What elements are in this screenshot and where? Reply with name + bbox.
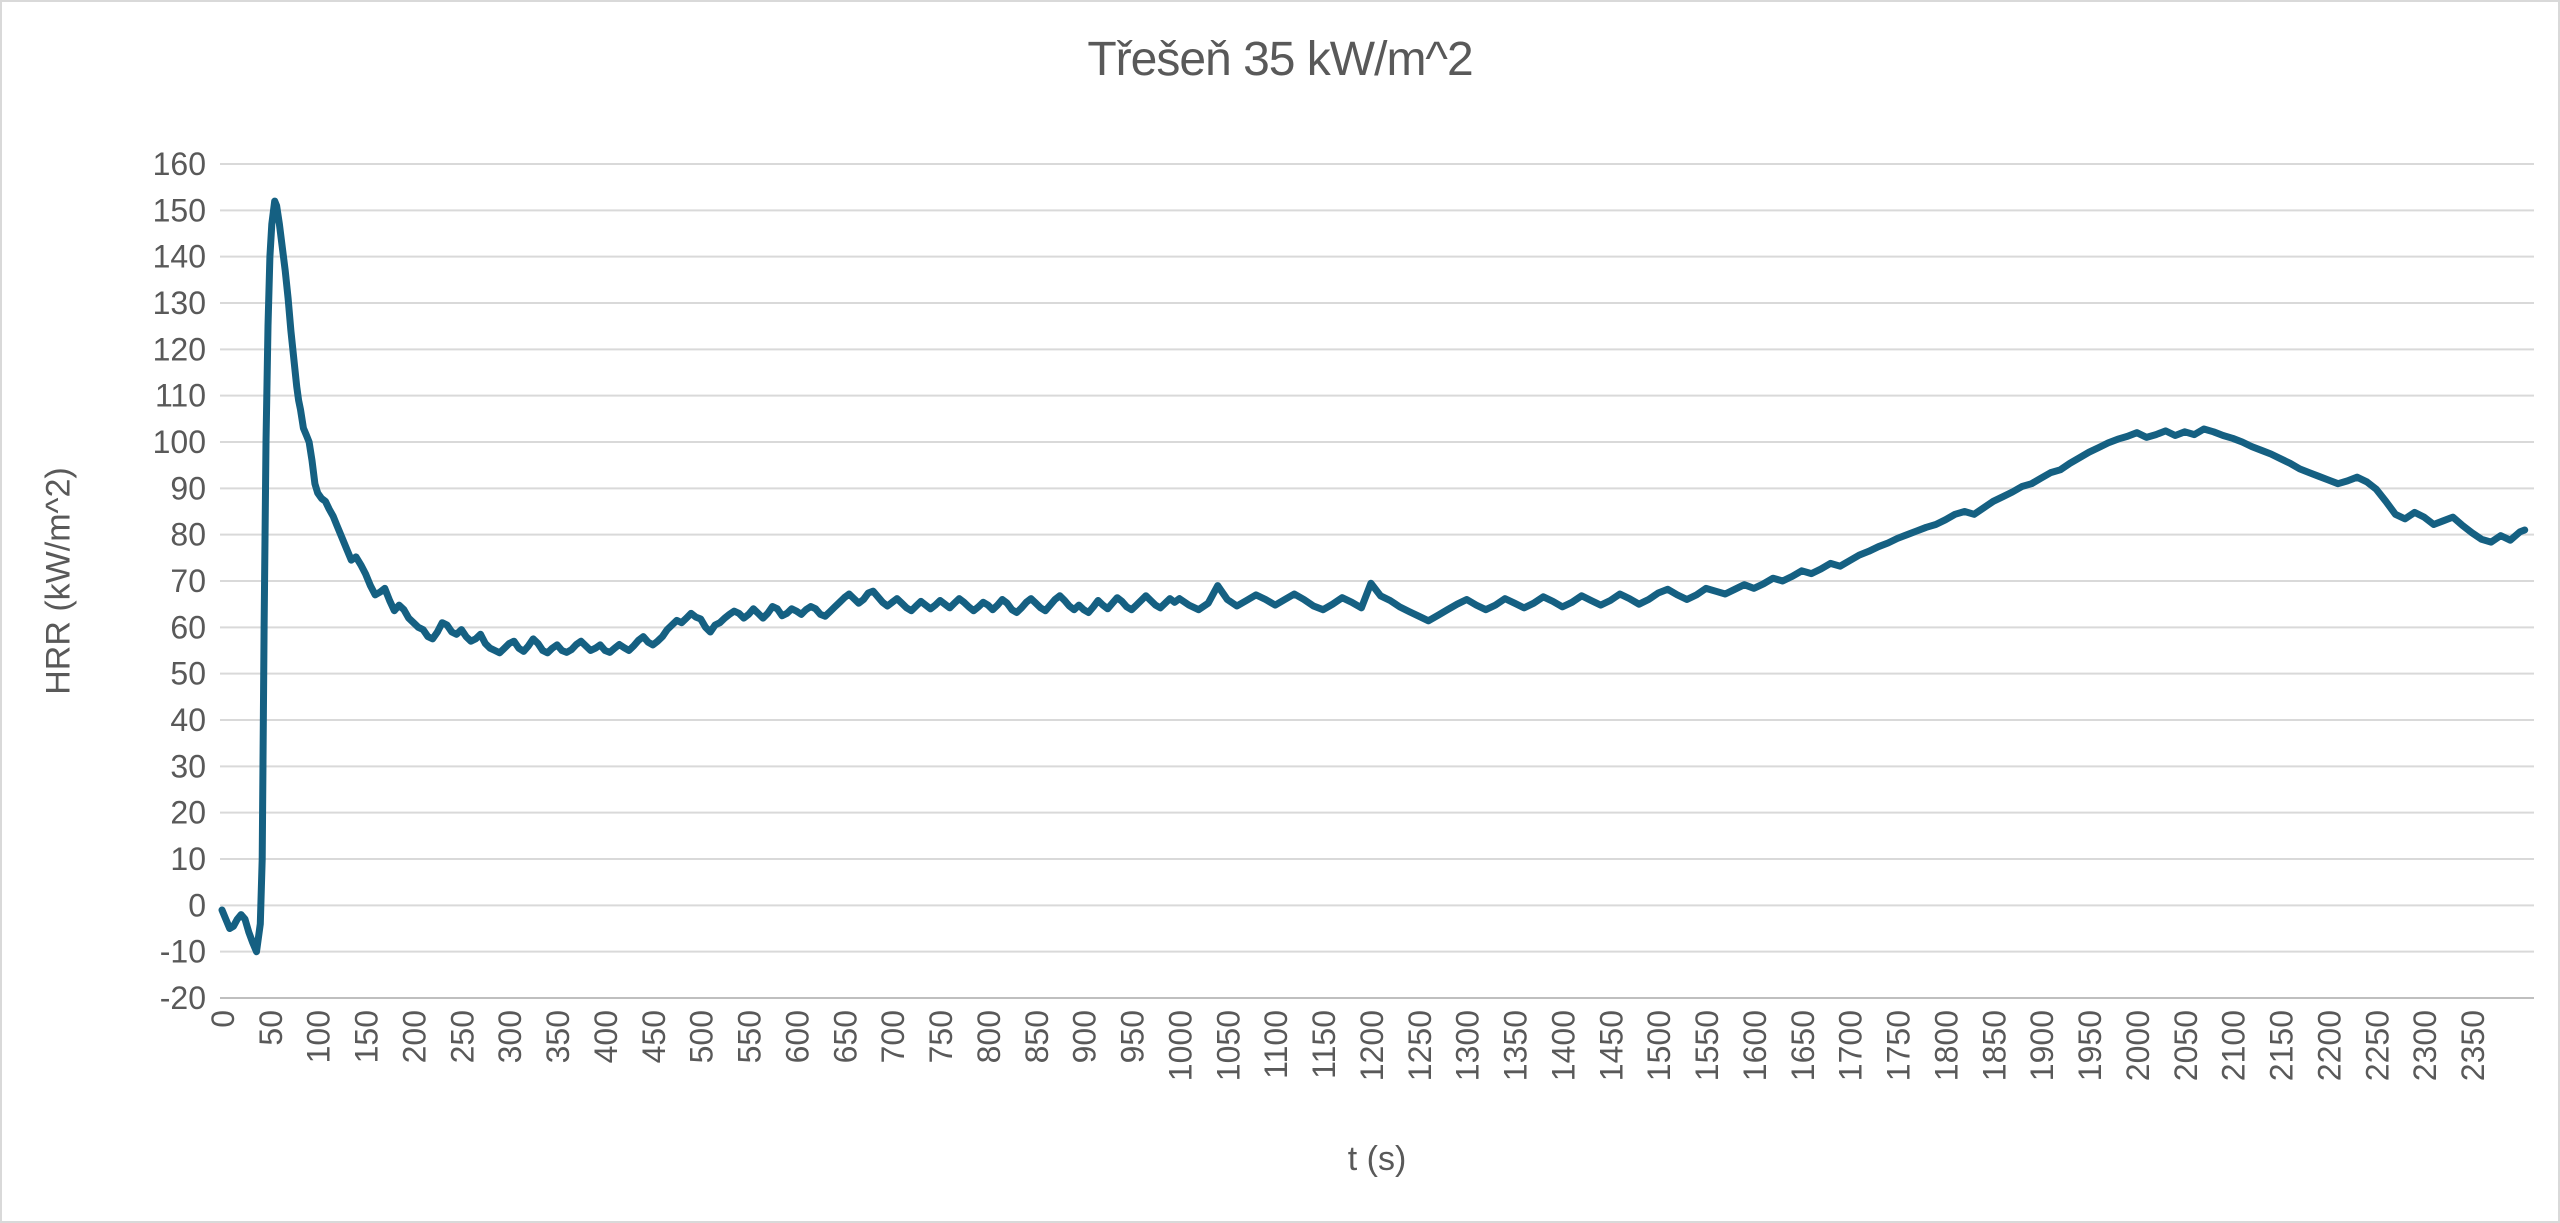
x-tick-label: 50 — [253, 1010, 289, 1046]
y-tick-label: 160 — [153, 146, 206, 182]
chart-title: Třešeň 35 kW/m^2 — [1087, 33, 1473, 86]
x-tick-label: 1150 — [1306, 1010, 1342, 1079]
x-tick-label: 1800 — [1928, 1010, 1964, 1081]
x-tick-label: 150 — [349, 1010, 385, 1063]
x-tick-label: 650 — [827, 1010, 863, 1063]
x-tick-label: 1950 — [2072, 1010, 2108, 1081]
y-tick-label: 60 — [170, 609, 206, 645]
x-tick-label: 1300 — [1450, 1010, 1486, 1081]
y-tick-label: -10 — [160, 934, 206, 970]
x-tick-label: 1450 — [1593, 1010, 1629, 1081]
x-tick-label: 1100 — [1258, 1010, 1294, 1079]
series-line — [218, 197, 2529, 956]
y-axis-title: HRR (kW/m^2) — [39, 467, 78, 695]
x-tick-label: 2350 — [2455, 1010, 2491, 1081]
x-tick-label: 1600 — [1737, 1010, 1773, 1081]
x-tick-label: 1750 — [1881, 1010, 1917, 1081]
y-tick-label: 10 — [170, 841, 206, 877]
x-tick-label: 2250 — [2359, 1010, 2395, 1081]
y-tick-label: 90 — [170, 470, 206, 506]
y-tick-label: 100 — [153, 424, 206, 460]
x-tick-label: 1350 — [1498, 1010, 1534, 1081]
x-tick-label: 700 — [875, 1010, 911, 1063]
x-tick-label: 600 — [779, 1010, 815, 1063]
x-tick-label: 200 — [396, 1010, 432, 1063]
x-tick-label: 0 — [205, 1010, 241, 1028]
x-tick-label: 2300 — [2407, 1010, 2443, 1081]
x-tick-label: 2100 — [2216, 1010, 2252, 1081]
x-tick-label: 2200 — [2311, 1010, 2347, 1081]
x-tick-label: 1850 — [1976, 1010, 2012, 1081]
x-tick-label: 850 — [1019, 1010, 1055, 1063]
x-tick-label: 1400 — [1545, 1010, 1581, 1081]
x-tick-label: 1050 — [1210, 1010, 1246, 1081]
x-tick-label: 1200 — [1354, 1010, 1390, 1081]
x-tick-label: 750 — [923, 1010, 959, 1063]
x-tick-label: 300 — [492, 1010, 528, 1063]
y-tick-label: 0 — [188, 887, 206, 923]
x-tick-label: 800 — [971, 1010, 1007, 1063]
x-tick-label: 1900 — [2024, 1010, 2060, 1081]
y-tick-label: 140 — [153, 239, 206, 275]
y-tick-label: 20 — [170, 795, 206, 831]
x-tick-label: 1700 — [1833, 1010, 1869, 1081]
y-tick-label: 50 — [170, 656, 206, 692]
x-tick-label: 250 — [444, 1010, 480, 1063]
x-tick-label: 550 — [732, 1010, 768, 1063]
x-tick-label: 1500 — [1641, 1010, 1677, 1081]
x-tick-label: 1550 — [1689, 1010, 1725, 1081]
x-tick-label: 500 — [684, 1010, 720, 1063]
x-tick-label: 950 — [1115, 1010, 1151, 1063]
x-tick-label: 2150 — [2264, 1010, 2300, 1081]
y-tick-label: -20 — [160, 980, 206, 1016]
y-tick-label: 150 — [153, 192, 206, 228]
y-tick-label: 130 — [153, 285, 206, 321]
x-tick-label: 2050 — [2168, 1010, 2204, 1081]
x-tick-label: 100 — [301, 1010, 337, 1063]
x-tick-label: 400 — [588, 1010, 624, 1063]
x-tick-label: 1000 — [1162, 1010, 1198, 1081]
x-tick-label: 1650 — [1785, 1010, 1821, 1081]
y-tick-label: 120 — [153, 331, 206, 367]
y-tick-label: 80 — [170, 517, 206, 553]
y-tick-label: 30 — [170, 748, 206, 784]
x-tick-label: 1250 — [1402, 1010, 1438, 1081]
y-tick-label: 110 — [155, 378, 206, 414]
x-tick-label: 350 — [540, 1010, 576, 1063]
x-tick-label: 900 — [1067, 1010, 1103, 1063]
y-tick-label: 40 — [170, 702, 206, 738]
x-tick-label: 450 — [636, 1010, 672, 1063]
x-tick-label: 2000 — [2120, 1010, 2156, 1081]
x-axis-title: t (s) — [1347, 1140, 1407, 1178]
y-tick-label: 70 — [170, 563, 206, 599]
